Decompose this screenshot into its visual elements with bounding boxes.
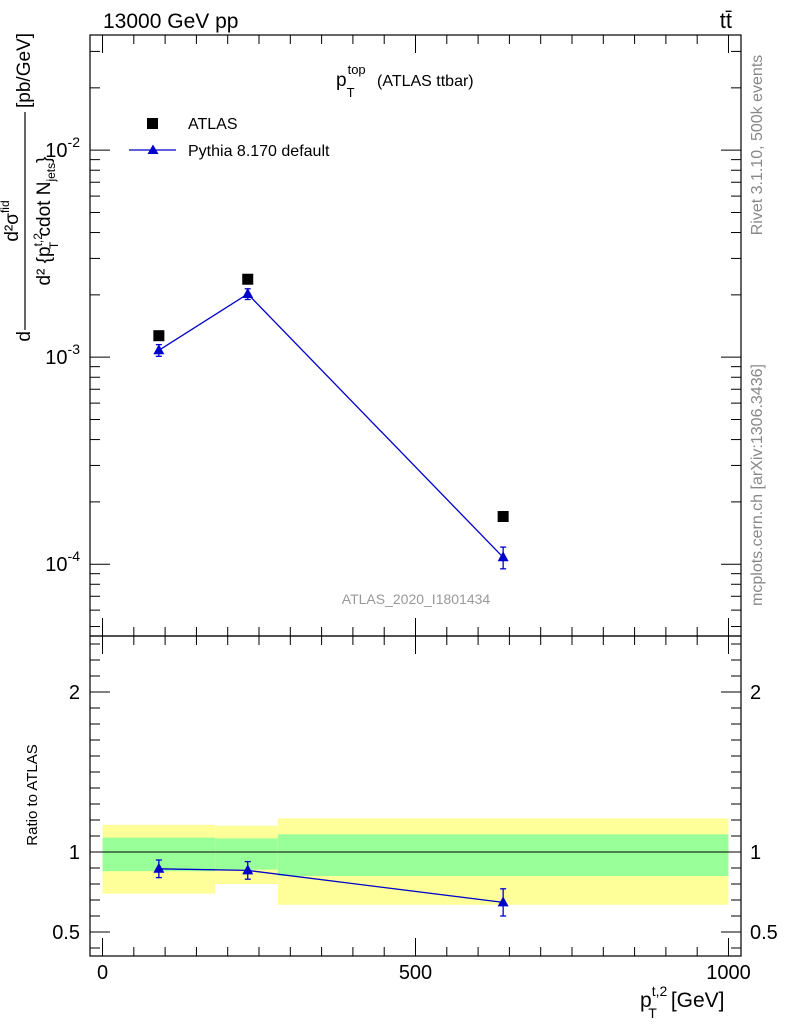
svg-text:d² {pt,2T cdot Njets}: d² {pt,2 T cdot Njets} <box>31 156 61 285</box>
analysis-watermark: ATLAS_2020_I1801434 <box>342 591 491 607</box>
main-y-axis-label: d d²σfid d² {pt,2 T cdot Njets} [pb/GeV] <box>0 33 61 342</box>
ratio-data-point <box>242 864 254 875</box>
legend: ATLAS Pythia 8.170 default <box>129 116 330 160</box>
ratio-data-point <box>497 896 509 907</box>
ratio-y-tick-label: 2 <box>69 682 80 704</box>
pythia-line <box>158 293 504 558</box>
atlas-data-point <box>242 273 254 285</box>
main-panel: 10-410-310-2 ptop T (ATLAS ttbar) ATLAS_2… <box>45 34 742 637</box>
atlas-data-point <box>153 330 165 342</box>
ratio-y-tick-label-right: 1 <box>750 842 761 864</box>
ratio-y-axis-label: Ratio to ATLAS <box>24 744 41 845</box>
ratio-y-tick-label-right: 2 <box>750 682 761 704</box>
source-label: mcplots.cern.ch [arXiv:1306.3436] <box>749 364 766 606</box>
ratio-y-tick-label: 0.5 <box>52 922 80 944</box>
process-label: tt̄ <box>720 8 732 33</box>
ratio-inner-band <box>215 838 278 870</box>
svg-text:d: d <box>14 331 35 342</box>
main-x-ticks <box>102 35 729 636</box>
x-axis-label: pt,2 T[GeV] <box>640 983 725 1021</box>
ratio-series <box>153 859 509 917</box>
main-series <box>153 273 509 570</box>
ratio-inner-band <box>277 834 729 876</box>
energy-label: 13000 GeV pp <box>103 10 238 33</box>
pythia-data-point <box>153 344 165 355</box>
rivet-label: Rivet 3.1.10, 500k events <box>749 55 766 236</box>
main-y-ticks: 10-410-310-2 <box>45 50 741 628</box>
ratio-data-point <box>153 862 165 873</box>
plot-title: (ATLAS ttbar) <box>377 73 474 90</box>
svg-text:[pb/GeV]: [pb/GeV] <box>14 33 35 108</box>
ratio-y-tick-label: 1 <box>69 842 80 864</box>
legend-pythia-marker <box>147 144 159 154</box>
ratio-y-tick-label-right: 0.5 <box>750 922 778 944</box>
ratio-panel: 0.5 0.5 1 1 2 2 0 500 1000 <box>52 635 778 984</box>
ratio-x-ticks: 0 500 1000 <box>97 636 751 984</box>
legend-pythia-label: Pythia 8.170 default <box>188 143 330 160</box>
pythia-data-point <box>497 551 509 562</box>
legend-atlas-marker <box>147 118 158 129</box>
main-y-tick-label: 10-4 <box>45 548 80 576</box>
atlas-data-point <box>497 511 509 523</box>
pythia-data-point <box>242 287 254 298</box>
plot-title-symbol: ptop T <box>336 62 366 100</box>
x-tick-label: 0 <box>97 962 108 984</box>
x-tick-label: 500 <box>399 962 432 984</box>
legend-atlas-label: ATLAS <box>188 116 238 133</box>
x-tick-label: 1000 <box>706 962 751 984</box>
ratio-frame <box>89 635 742 957</box>
main-y-tick-label: 10-3 <box>45 341 80 369</box>
svg-text:d²σfid: d²σfid <box>0 200 23 241</box>
ratio-y-ticks: 0.5 0.5 1 1 2 2 <box>52 643 778 949</box>
